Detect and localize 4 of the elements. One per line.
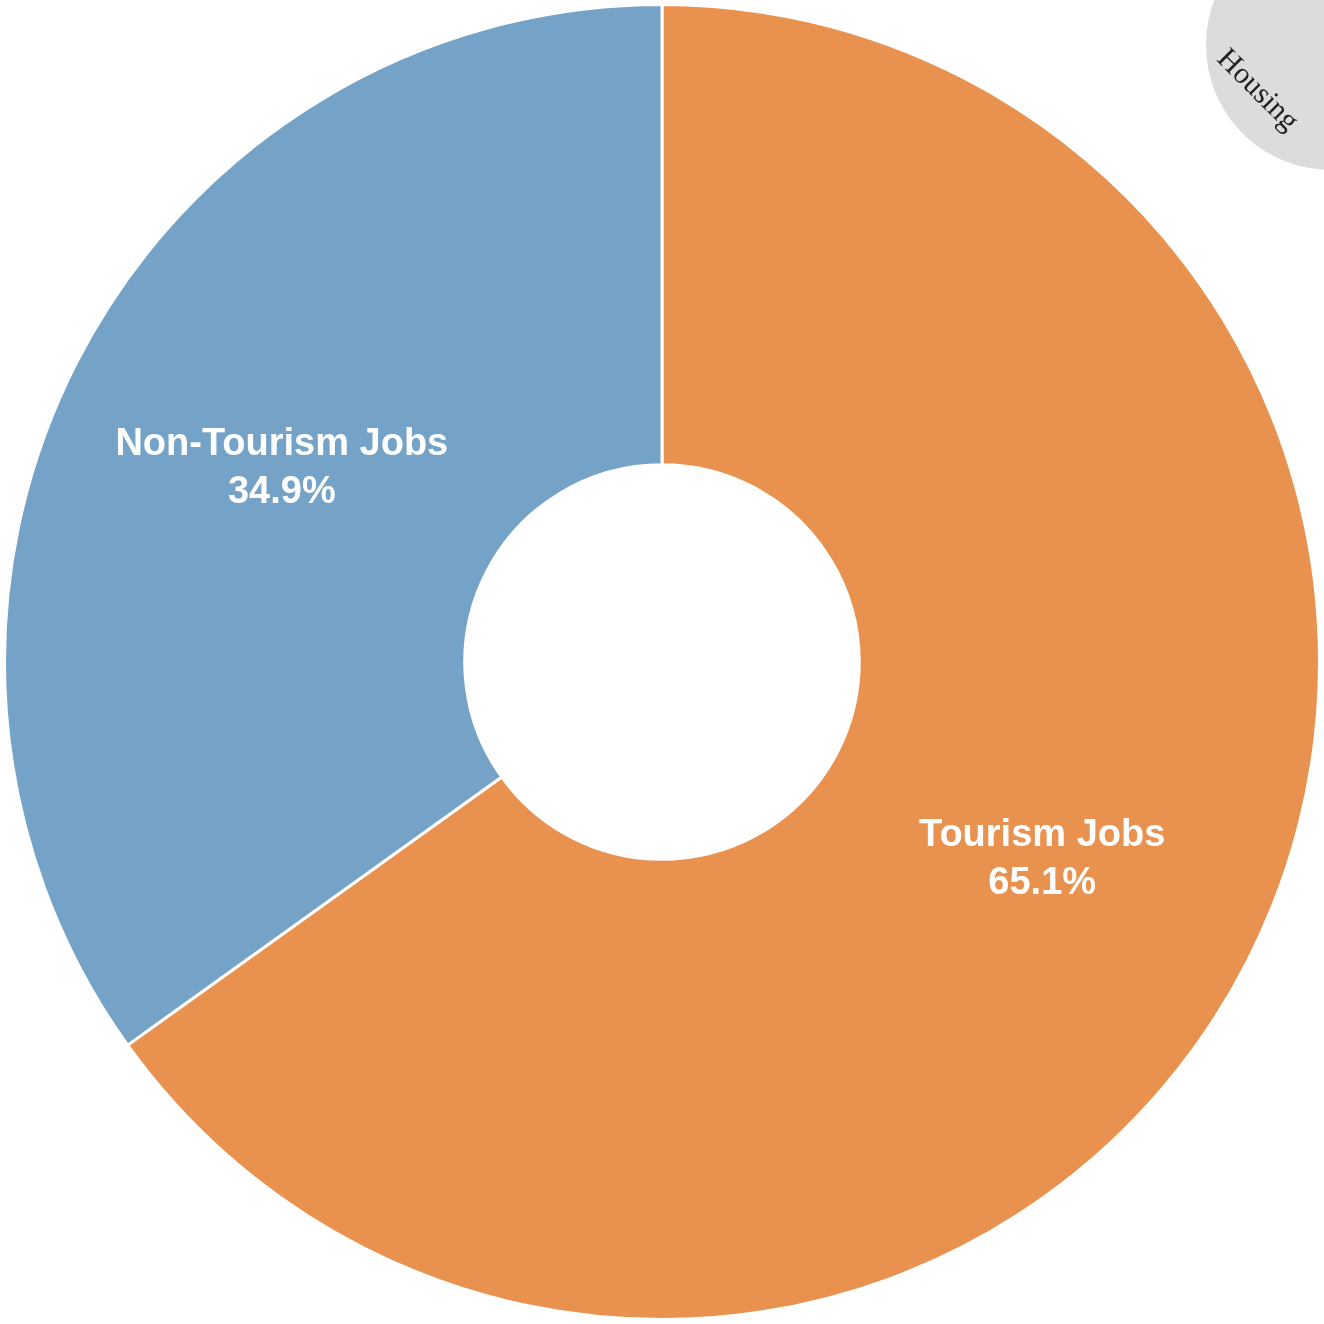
slice-label: Tourism Jobs: [919, 811, 1166, 854]
data-label: 34.9%: [227, 469, 336, 512]
slice-label: Non-Tourism Jobs: [115, 421, 449, 464]
data-label: 65.1%: [988, 859, 1097, 902]
